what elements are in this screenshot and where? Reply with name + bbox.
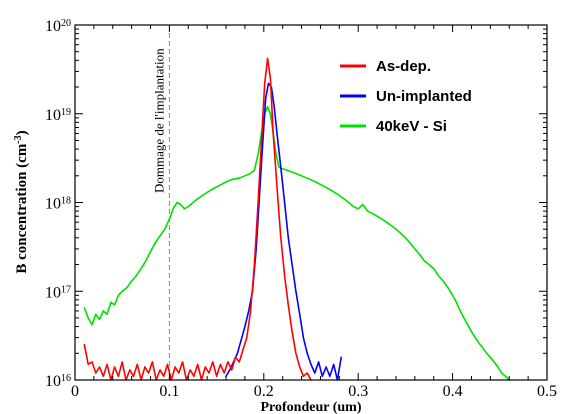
y-tick-label-exponent: 18: [61, 195, 71, 206]
y-axis-label: B concentration (cm-3): [13, 130, 31, 273]
y-axis-label-main: B concentration (cm: [14, 143, 30, 273]
legend-label: Un-implanted: [376, 88, 472, 105]
y-tick-label-base: 10: [45, 18, 61, 35]
x-tick-label: 0.1: [159, 383, 179, 400]
annotation-layer: Dommage de l'implantation: [151, 25, 170, 380]
series-line-40kev-si: [83, 105, 511, 381]
y-tick-label-exponent: 20: [61, 18, 71, 29]
series-line-as-dep: [83, 57, 312, 381]
series-layer: [83, 57, 511, 381]
legend-label: As-dep.: [376, 58, 431, 75]
y-tick-label: 1019: [45, 106, 71, 124]
legend-label: 40keV - Si: [376, 118, 447, 135]
x-tick-label: 0.5: [537, 383, 557, 400]
x-axis: 0 0.1 0.2 0.3 0.4 0.5: [71, 25, 557, 400]
y-tick-label: 1017: [45, 284, 71, 302]
x-tick-label: 0.4: [443, 383, 463, 400]
x-tick-label: 0: [71, 383, 79, 400]
plot-frame: [74, 24, 548, 381]
y-tick-label-base: 10: [45, 107, 61, 124]
y-tick-label-base: 10: [45, 284, 61, 301]
x-axis-label: Profondeur (um): [261, 400, 362, 414]
y-tick-label-base: 10: [45, 373, 61, 390]
y-tick-label-exponent: 17: [61, 284, 71, 295]
y-tick-label: 1016: [45, 373, 71, 391]
series-line-un-implanted: [225, 82, 343, 381]
y-tick-label: 1020: [45, 18, 71, 36]
y-axis-label-superscript: -3: [13, 135, 24, 143]
y-tick-label: 1018: [45, 195, 71, 213]
x-tick-label: 0.2: [254, 383, 274, 400]
legend: As-dep. Un-implanted 40keV - Si: [340, 58, 472, 135]
y-axis-label-close: ): [14, 130, 30, 135]
y-tick-label-exponent: 19: [61, 106, 71, 117]
annotation-text: Dommage de l'implantation: [151, 48, 166, 193]
y-tick-label-exponent: 16: [61, 373, 71, 384]
x-tick-label: 0.3: [348, 383, 368, 400]
y-tick-label-base: 10: [45, 196, 61, 213]
